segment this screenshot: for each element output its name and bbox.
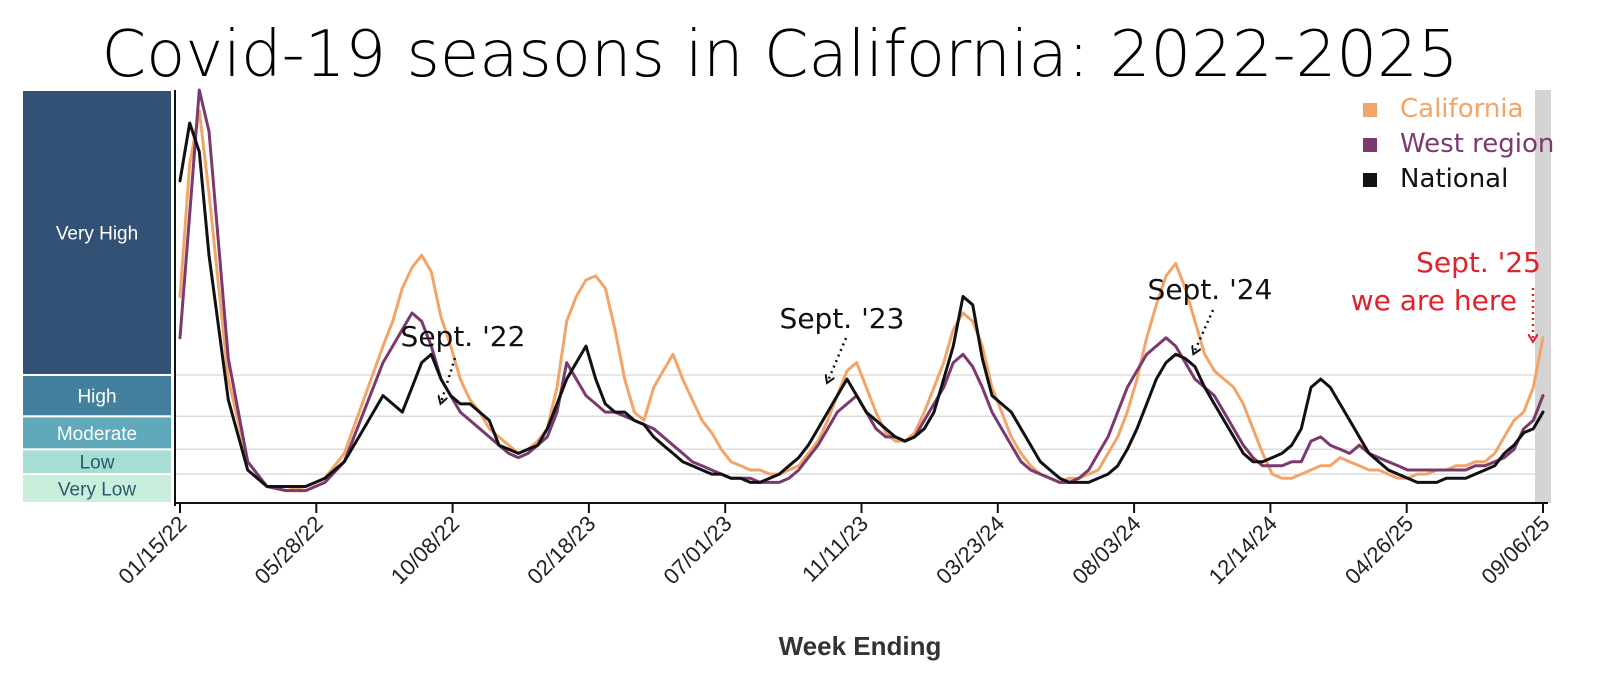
annotation-label: Sept. '23: [780, 302, 905, 335]
x-tick-labels: 01/15/22 05/28/22 10/08/22 02/18/23 07/01/23…: [113, 503, 1555, 589]
annotation-label: Sept. '25: [1416, 246, 1541, 279]
annotations: Sept. '22 Sept. '23 Sept. '24 Sept. '25 we a…: [401, 246, 1541, 402]
series-lines: [178, 88, 1545, 493]
level-label: Moderate: [57, 424, 137, 445]
current-week-band: [1535, 90, 1551, 503]
legend-label: West region: [1400, 129, 1554, 159]
x-tick-label: 12/14/24: [1204, 511, 1282, 589]
legend-swatch: [1363, 103, 1377, 117]
x-tick-label: 01/15/22: [113, 511, 191, 589]
level-band-very-low: [21, 473, 173, 504]
series-line-national: [178, 121, 1545, 488]
chart-title: Covid-19 seasons in California: 2022-202…: [101, 18, 1458, 92]
level-band-high: [21, 373, 173, 418]
legend: California West region National: [1363, 94, 1554, 194]
legend-label: National: [1400, 164, 1508, 194]
x-tick-label: 08/03/24: [1067, 511, 1145, 589]
annotation-arrow: [441, 357, 457, 402]
annotation-label: Sept. '24: [1148, 273, 1273, 306]
x-tick-label: 05/28/22: [250, 511, 328, 589]
annotation-label: we are here: [1351, 284, 1517, 317]
annotation-label: Sept. '22: [401, 320, 526, 353]
level-label: High: [77, 387, 116, 408]
x-tick-label: 11/11/23: [797, 511, 873, 587]
legend-swatch: [1363, 138, 1377, 152]
x-tick-label: 09/06/25: [1476, 511, 1554, 589]
legend-swatch: [1363, 173, 1377, 187]
level-label: Very Low: [58, 480, 136, 501]
axes: [174, 90, 1548, 506]
annotation-arrow: [828, 337, 848, 381]
level-label: Low: [80, 453, 115, 474]
x-tick-label: 10/08/22: [386, 511, 464, 589]
annotation-arrow: [1194, 309, 1215, 352]
x-tick-label: 04/26/25: [1340, 511, 1418, 589]
x-tick-label: 02/18/23: [522, 511, 600, 589]
series-line-west-region: [178, 88, 1545, 493]
level-band-very-high: [21, 89, 173, 376]
x-axis-title: Week Ending: [779, 631, 942, 661]
level-band-low: [21, 448, 173, 476]
level-bands: Very Low Low Moderate High Very High: [21, 89, 173, 504]
x-tick-label: 07/01/23: [659, 511, 737, 589]
series-line-california: [178, 109, 1545, 493]
level-label: Very High: [56, 223, 138, 244]
legend-label: California: [1400, 94, 1523, 124]
x-tick-label: 03/23/24: [931, 511, 1009, 589]
